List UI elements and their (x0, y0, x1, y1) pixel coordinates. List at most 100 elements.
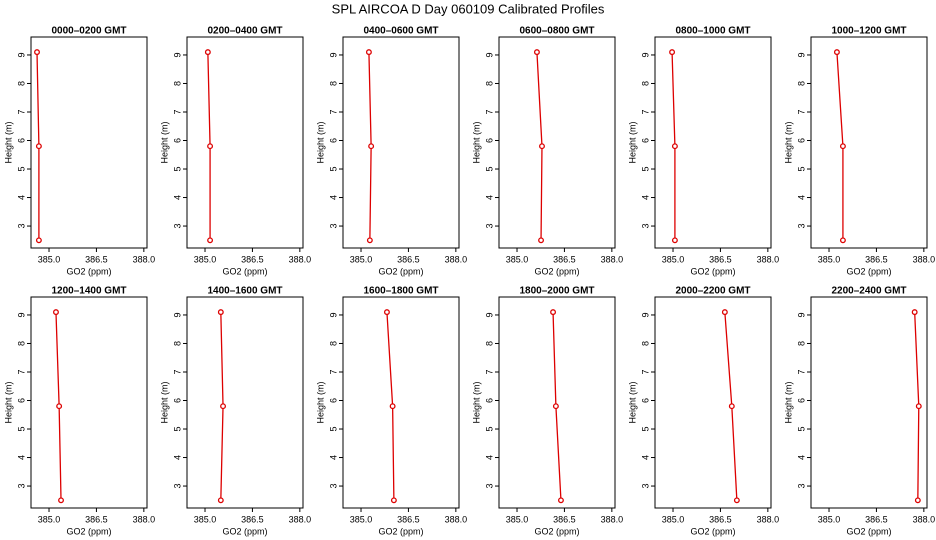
y-tick-label: 7 (16, 109, 26, 114)
plot-frame (186, 36, 304, 249)
data-point (35, 143, 42, 150)
data-point (911, 309, 918, 316)
y-tick-label: 5 (328, 167, 338, 172)
data-point (389, 403, 396, 410)
y-tick-label: 9 (640, 312, 650, 317)
plot-frame (30, 296, 148, 509)
y-tick-label: 8 (16, 341, 26, 346)
y-tick-label: 9 (640, 52, 650, 57)
panel-title: 1000–1200 GMT (831, 26, 906, 37)
y-tick-label: 7 (172, 369, 182, 374)
y-tick-label: 7 (484, 369, 494, 374)
data-point (217, 309, 224, 316)
data-point (390, 497, 397, 504)
x-tick-label: 388.0 (445, 514, 468, 524)
x-tick-label: 386.5 (709, 254, 732, 264)
y-tick-label: 6 (328, 138, 338, 143)
y-tick-label: 4 (172, 455, 182, 460)
plot-frame (654, 296, 772, 509)
y-tick-label: 3 (16, 484, 26, 489)
x-tick-label: 385.0 (818, 514, 841, 524)
y-tick-label: 8 (172, 81, 182, 86)
y-tick-label: 3 (640, 484, 650, 489)
data-point (533, 49, 540, 56)
y-tick-label: 7 (16, 369, 26, 374)
panel-title: 0200–0400 GMT (207, 26, 282, 37)
x-tick-label: 386.5 (865, 254, 888, 264)
y-tick-label: 9 (796, 52, 806, 57)
x-tick-label: 385.0 (506, 514, 529, 524)
y-tick-label: 6 (640, 398, 650, 403)
x-axis-label: GO2 (ppm) (378, 266, 423, 276)
y-tick-label: 3 (328, 224, 338, 229)
y-tick-label: 5 (796, 427, 806, 432)
y-tick-label: 9 (172, 312, 182, 317)
y-tick-label: 8 (484, 81, 494, 86)
data-point (669, 49, 676, 56)
y-tick-label: 7 (796, 369, 806, 374)
x-tick-label: 385.0 (194, 254, 217, 264)
data-point (56, 403, 63, 410)
data-point (365, 49, 372, 56)
data-point (671, 237, 678, 244)
x-axis-label: GO2 (ppm) (534, 266, 579, 276)
data-point (34, 49, 40, 56)
y-tick-label: 5 (640, 167, 650, 172)
x-tick-label: 386.5 (397, 514, 420, 524)
y-axis-label: Height (m) (627, 121, 637, 163)
x-tick-label: 388.0 (757, 514, 780, 524)
y-tick-label: 9 (172, 52, 182, 57)
y-tick-label: 4 (172, 195, 182, 200)
y-tick-label: 3 (796, 224, 806, 229)
y-tick-label: 4 (484, 455, 494, 460)
plot-frame (186, 296, 304, 509)
y-tick-label: 9 (328, 312, 338, 317)
data-point (728, 403, 735, 410)
y-tick-label: 9 (16, 52, 26, 57)
y-tick-label: 3 (484, 484, 494, 489)
x-tick-label: 386.5 (553, 254, 576, 264)
y-tick-label: 9 (484, 312, 494, 317)
y-tick-label: 8 (16, 81, 26, 86)
y-tick-label: 7 (640, 369, 650, 374)
x-axis-label: GO2 (ppm) (378, 526, 423, 536)
x-axis-label: GO2 (ppm) (222, 266, 267, 276)
data-point (539, 143, 545, 150)
data-point (217, 497, 224, 504)
x-tick-label: 385.0 (662, 254, 685, 264)
data-point (368, 143, 375, 150)
y-tick-label: 3 (16, 224, 26, 229)
plot-frame (498, 296, 616, 509)
y-tick-label: 6 (172, 398, 182, 403)
data-point (839, 237, 846, 244)
y-tick-label: 8 (172, 341, 182, 346)
data-point (671, 143, 678, 150)
y-tick-label: 7 (796, 109, 806, 114)
x-tick-label: 386.5 (865, 514, 888, 524)
y-tick-label: 9 (484, 52, 494, 57)
panel-title: 2000–2200 GMT (675, 286, 750, 297)
x-tick-label: 386.5 (553, 514, 576, 524)
y-tick-label: 3 (796, 484, 806, 489)
plot-frame (810, 36, 928, 249)
panel-title: 0400–0600 GMT (363, 26, 438, 37)
y-tick-label: 5 (484, 167, 494, 172)
y-tick-label: 5 (640, 427, 650, 432)
y-tick-label: 4 (640, 455, 650, 460)
x-tick-label: 388.0 (913, 254, 936, 264)
y-tick-label: 6 (16, 398, 26, 403)
data-point (552, 403, 559, 410)
x-tick-label: 385.0 (506, 254, 529, 264)
plot-frame (342, 36, 460, 249)
x-tick-label: 386.5 (241, 514, 264, 524)
x-tick-label: 385.0 (350, 254, 373, 264)
plot-frame (30, 36, 148, 249)
data-point (35, 237, 42, 244)
y-tick-label: 6 (796, 398, 806, 403)
x-tick-label: 388.0 (601, 514, 624, 524)
x-tick-label: 388.0 (757, 254, 780, 264)
plot-frame (810, 296, 928, 509)
x-tick-label: 385.0 (662, 514, 685, 524)
data-point (721, 309, 728, 316)
x-tick-label: 388.0 (289, 254, 312, 264)
